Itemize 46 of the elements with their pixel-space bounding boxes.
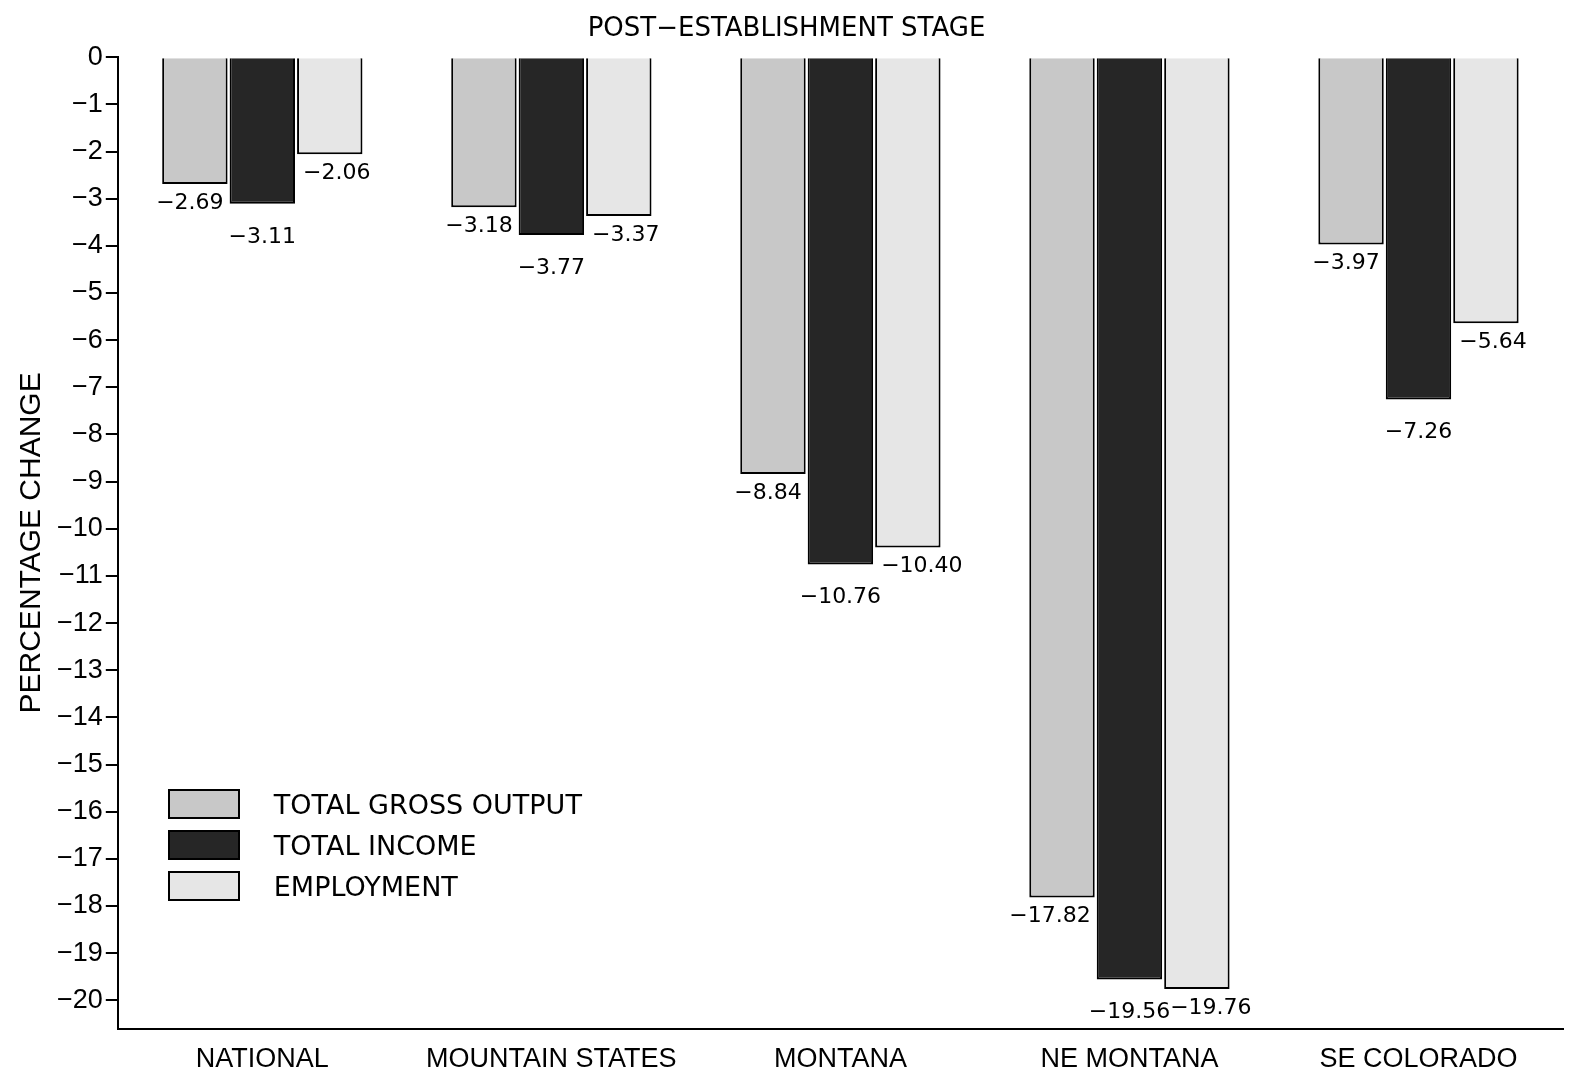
- y-tick-label: −14: [56, 700, 103, 731]
- chart-title: POST−ESTABLISHMENT STAGE: [587, 12, 986, 43]
- text: −19.56: [1088, 998, 1171, 1024]
- y-tick-label: −4: [72, 229, 103, 260]
- text: −19.76: [1170, 993, 1252, 1019]
- y-tick-label: −8: [72, 417, 103, 448]
- legend-label: TOTAL INCOME: [273, 829, 477, 861]
- text: −2.69: [156, 188, 224, 214]
- y-tick-label: −13: [56, 653, 103, 684]
- x-tick-label: MONTANA: [773, 1043, 907, 1074]
- x-tick-label: SE COLORADO: [1319, 1043, 1518, 1074]
- text: −8.84: [734, 478, 802, 504]
- y-tick-label: −19: [56, 936, 103, 967]
- text: −2.06: [303, 159, 371, 185]
- y-tick-label: −3: [72, 182, 103, 213]
- legend-label: EMPLOYMENT: [273, 870, 458, 902]
- x-tick-label: MOUNTAIN STATES: [426, 1043, 677, 1074]
- text: −3.37: [592, 220, 660, 246]
- y-tick-label: 0: [87, 40, 103, 71]
- text: −17.82: [1009, 902, 1091, 928]
- y-tick-label: −7: [72, 370, 103, 401]
- y-tick-label: −15: [56, 747, 103, 778]
- y-tick-label: −17: [56, 842, 103, 873]
- y-tick-label: −10: [56, 512, 103, 543]
- text: −10.76: [799, 583, 882, 609]
- text: −3.11: [228, 222, 297, 248]
- y-tick-label: −6: [72, 323, 103, 354]
- y-axis-title: PERCENTAGE CHANGE: [13, 372, 47, 714]
- y-tick-label: −1: [72, 87, 103, 118]
- y-tick-label: −11: [59, 559, 103, 590]
- text: −5.64: [1459, 327, 1527, 353]
- y-tick-label: −12: [56, 606, 103, 637]
- text: −10.40: [881, 552, 963, 578]
- text: −7.26: [1384, 418, 1453, 444]
- text: −3.97: [1312, 249, 1380, 275]
- text: −3.77: [517, 253, 586, 279]
- y-tick-label: −5: [72, 276, 103, 307]
- y-tick-label: −16: [56, 795, 103, 826]
- y-tick-label: −9: [72, 465, 103, 496]
- y-tick-label: −18: [56, 889, 103, 920]
- legend-label: TOTAL GROSS OUTPUT: [273, 788, 582, 820]
- text: −3.18: [445, 211, 513, 237]
- x-tick-label: NATIONAL: [195, 1043, 329, 1074]
- y-tick-label: −2: [72, 134, 103, 165]
- y-tick-label: −20: [56, 983, 103, 1014]
- x-tick-label: NE MONTANA: [1040, 1043, 1219, 1074]
